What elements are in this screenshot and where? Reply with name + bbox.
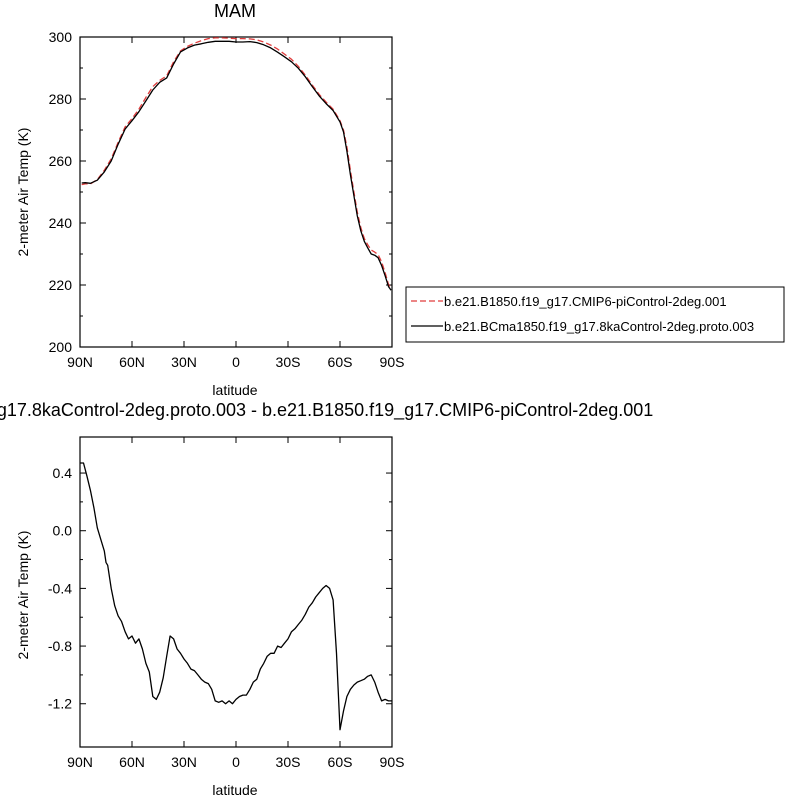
- legend: b.e21.B1850.f19_g17.CMIP6-piControl-2deg…: [405, 286, 785, 343]
- y-tick-label: -0.4: [48, 580, 72, 596]
- x-tick-label: 90S: [380, 354, 405, 370]
- top-y-axis-label: 2-meter Air Temp (K): [15, 128, 31, 257]
- legend-box: [405, 286, 785, 343]
- y-tick-label: 240: [49, 215, 73, 231]
- x-tick-label: 90N: [67, 354, 93, 370]
- series-line-0: [80, 462, 392, 731]
- y-tick-label: 300: [49, 29, 73, 45]
- bottom-plot-area: 90N 60N 30N 0 30S 60S 90S 0.4 0.0 -0.4 -0.8 -1.2: [48, 436, 405, 770]
- x-tick-label: 30N: [171, 354, 197, 370]
- y-tick-label: 0.0: [53, 523, 73, 539]
- y-tick-label: 260: [49, 153, 73, 169]
- bottom-chart-title: b.e21.BCma1850.f19_g17.8kaControl-2deg.p…: [0, 400, 653, 421]
- x-tick-label: 90N: [67, 754, 93, 770]
- y-tick-label: 220: [49, 277, 73, 293]
- series-line-0: [81, 37, 392, 289]
- legend-label-8kaControl: b.e21.BCma1850.f19_g17.8kaControl-2deg.p…: [444, 319, 754, 334]
- top-chart-title: MAM: [214, 1, 256, 21]
- plot-frame: [79, 436, 393, 748]
- y-tick-label: -0.8: [48, 638, 72, 654]
- x-tick-label: 60S: [328, 354, 353, 370]
- top-chart: MAM 90N 60N 30N 0 30S 60S 90S 200 220 240 260 280 30…: [15, 1, 404, 398]
- y-tick-label: 280: [49, 91, 73, 107]
- bottom-chart: b.e21.BCma1850.f19_g17.8kaControl-2deg.p…: [0, 400, 653, 798]
- series-line-1: [81, 40, 392, 291]
- x-tick-label: 30S: [276, 354, 301, 370]
- top-plot-area: 90N 60N 30N 0 30S 60S 90S 200 220 240 260 280 300: [49, 29, 405, 370]
- legend-label-piControl: b.e21.B1850.f19_g17.CMIP6-piControl-2deg…: [444, 294, 727, 309]
- plot-frame: [79, 36, 393, 348]
- x-tick-label: 0: [232, 354, 240, 370]
- y-tick-label: -1.2: [48, 696, 72, 712]
- x-tick-label: 30N: [171, 754, 197, 770]
- x-tick-label: 90S: [380, 754, 405, 770]
- top-x-axis-label: latitude: [212, 382, 257, 398]
- x-tick-label: 60S: [328, 754, 353, 770]
- y-tick-label: 200: [49, 339, 73, 355]
- x-tick-label: 0: [232, 754, 240, 770]
- x-tick-label: 30S: [276, 754, 301, 770]
- bottom-y-axis-label: 2-meter Air Temp (K): [15, 531, 31, 660]
- y-tick-label: 0.4: [53, 465, 73, 481]
- x-tick-label: 60N: [119, 754, 145, 770]
- x-tick-label: 60N: [119, 354, 145, 370]
- bottom-x-axis-label: latitude: [212, 782, 257, 798]
